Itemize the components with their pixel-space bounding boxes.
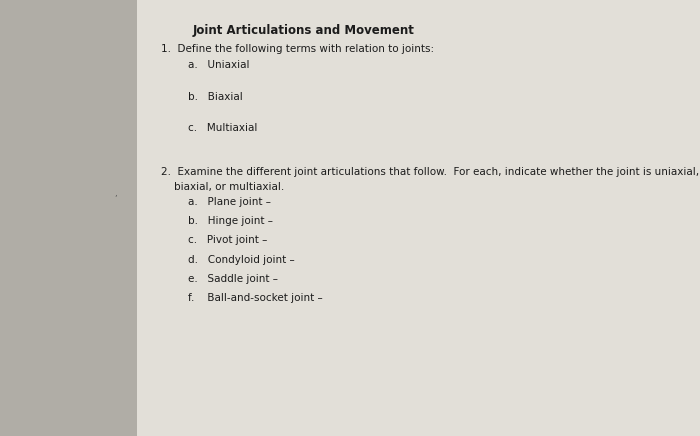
- Text: d.   Condyloid joint –: d. Condyloid joint –: [188, 255, 295, 265]
- Text: biaxial, or multiaxial.: biaxial, or multiaxial.: [174, 182, 284, 192]
- Bar: [0, 0, 136, 436]
- Text: e.   Saddle joint –: e. Saddle joint –: [188, 274, 278, 284]
- Text: ʼ: ʼ: [114, 194, 117, 203]
- Text: a.   Uniaxial: a. Uniaxial: [188, 60, 249, 70]
- Bar: [136, 0, 700, 436]
- Text: b.   Hinge joint –: b. Hinge joint –: [188, 216, 272, 226]
- Text: c.   Multiaxial: c. Multiaxial: [188, 123, 257, 133]
- Text: 2.  Examine the different joint articulations that follow.  For each, indicate w: 2. Examine the different joint articulat…: [161, 167, 699, 177]
- Text: Joint Articulations and Movement: Joint Articulations and Movement: [193, 24, 414, 37]
- Text: c.   Pivot joint –: c. Pivot joint –: [188, 235, 267, 245]
- Text: a.   Plane joint –: a. Plane joint –: [188, 197, 271, 207]
- Text: 1.  Define the following terms with relation to joints:: 1. Define the following terms with relat…: [161, 44, 434, 54]
- Text: f.    Ball-and-socket joint –: f. Ball-and-socket joint –: [188, 293, 322, 303]
- Text: b.   Biaxial: b. Biaxial: [188, 92, 242, 102]
